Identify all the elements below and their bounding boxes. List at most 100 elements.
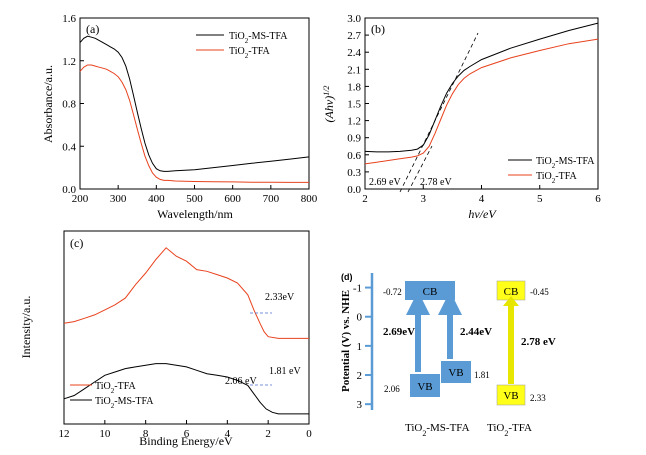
panel-c-x-tick-label: 10 bbox=[99, 428, 111, 440]
panel-b-y-tick-label: 0.3 bbox=[347, 167, 361, 179]
panel-a-x-tick-label: 200 bbox=[72, 193, 89, 205]
panel-a-y-tick-label: 0.0 bbox=[62, 184, 76, 196]
panel-c-legend-entry-2: TiO2-MS-TFA bbox=[95, 396, 154, 410]
panel-d-y-tick-label: -1 bbox=[353, 283, 362, 295]
panel-b-y-axis-label: (Ahν)1/2 bbox=[322, 86, 337, 123]
series-line-0 bbox=[364, 22, 599, 153]
panel-a-legend-entry-2: TiO2-TFA bbox=[229, 46, 271, 60]
panel-a-x-tick-label: 500 bbox=[186, 193, 203, 205]
panel-c-annotation-3: 2.06 eV bbox=[225, 376, 257, 387]
panel-b-x-ticks: 2 3 4 5 6 bbox=[362, 185, 601, 205]
panel-c-x-axis-label: Binding Energy/eV bbox=[139, 434, 233, 448]
panel-b-legend-entry-1: TiO2-MS-TFA bbox=[536, 156, 595, 170]
panel-d-vb-value-tfa: 2.33 bbox=[530, 393, 546, 403]
panel-b-annotation-2: 2.78 eV bbox=[420, 177, 452, 188]
panel-a-x-tick-label: 400 bbox=[148, 193, 165, 205]
panel-a-y-tick-label: 1.2 bbox=[62, 56, 76, 68]
panel-d-y-tick-label: 3 bbox=[357, 399, 363, 411]
panel-b-y-tick-label: 0.6 bbox=[347, 150, 361, 162]
panel-b-label: (b) bbox=[371, 22, 385, 36]
panel-d-vb-box-tfa bbox=[496, 384, 526, 406]
panel-c-x-tick-label: 12 bbox=[59, 428, 70, 440]
panel-c-x-tick-label: 4 bbox=[225, 428, 231, 440]
panel-a-legend: TiO2-MS-TFA TiO2-TFA bbox=[196, 31, 288, 60]
panel-a-series bbox=[79, 35, 310, 183]
panel-c-label: (c) bbox=[70, 236, 83, 250]
panel-c-x-tick-label: 2 bbox=[265, 428, 271, 440]
panel-d-vb-value-ms-2: 1.81 bbox=[474, 370, 490, 380]
panel-d-y-tick-label: 1 bbox=[357, 341, 363, 353]
panel-d-gap-label-3: 2.78 eV bbox=[521, 336, 556, 348]
panel-b-y-tick-label: 1.2 bbox=[347, 116, 361, 128]
panel-b-tangent-1 bbox=[399, 32, 479, 193]
panel-a-y-axis-label: Absorbance/a.u. bbox=[41, 65, 55, 143]
panel-b-y-tick-label: 1.5 bbox=[347, 99, 361, 111]
panel-b-x-tick-label: 3 bbox=[421, 193, 427, 205]
panel-b-x-tick-label: 2 bbox=[362, 193, 368, 205]
panel-d-vb-box-ms-1 bbox=[410, 374, 440, 397]
panel-b-x-tick-label: 5 bbox=[537, 193, 543, 205]
series-line-1 bbox=[79, 64, 309, 183]
series-line-0 bbox=[79, 35, 310, 172]
panel-c-legend-entry-1: TiO2-TFA bbox=[95, 381, 137, 395]
panel-b-series bbox=[364, 22, 599, 165]
panel-c-y-axis-label: Intensity/a.u. bbox=[19, 296, 33, 359]
panel-d-cb-label-ms: CB bbox=[423, 286, 438, 298]
series-line-1 bbox=[63, 363, 309, 415]
panel-d-vb-label-tfa: VB bbox=[503, 390, 518, 402]
panel-b-y-tick-label: 0.0 bbox=[347, 184, 361, 196]
panel-c-legend: TiO2-TFA TiO2-MS-TFA bbox=[70, 381, 154, 410]
panel-d-vb-value-ms-1: 2.06 bbox=[384, 384, 400, 394]
panel-c: (c) 12 10 8 6 4 2 0 2.33eV 1.81 eV 2.06 eV Bin… bbox=[19, 230, 312, 448]
panel-a-x-tick-label: 600 bbox=[224, 193, 241, 205]
panel-c-x-ticks: 12 10 8 6 4 2 0 bbox=[59, 420, 312, 440]
panel-d-material-label-2: TiO2-TFA bbox=[487, 422, 532, 438]
panel-d-vb-box-ms-2 bbox=[441, 361, 471, 383]
panel-c-series bbox=[63, 247, 309, 415]
panel-b-y-tick-label: 0.9 bbox=[347, 133, 361, 145]
panel-d-label: (d) bbox=[341, 272, 353, 282]
panel-a-x-tick-label: 300 bbox=[110, 193, 127, 205]
panel-a-y-ticks: 0.0 0.4 0.8 1.2 1.6 bbox=[62, 13, 84, 196]
panel-a-legend-entry-1: TiO2-MS-TFA bbox=[229, 31, 288, 45]
panel-d-cb-value-ms: -0.72 bbox=[383, 287, 402, 297]
panel-a-x-ticks: 200 300 400 500 600 700 800 bbox=[72, 185, 318, 205]
panel-c-annotation-1: 2.33eV bbox=[265, 292, 295, 303]
series-line-1 bbox=[364, 38, 599, 165]
panel-c-x-tick-label: 6 bbox=[184, 428, 190, 440]
panel-d: (d) Potential (V) vs. NHE -1 0 1 2 3 CB VB V… bbox=[340, 272, 556, 438]
panel-a-y-tick-label: 1.6 bbox=[62, 13, 76, 25]
panel-d-gap-arrowhead-3 bbox=[503, 296, 519, 306]
panel-a-frame bbox=[79, 17, 310, 190]
panel-a-y-tick-label: 0.4 bbox=[62, 141, 76, 153]
panel-c-x-tick-label: 0 bbox=[306, 428, 312, 440]
panel-a-x-tick-label: 800 bbox=[301, 193, 318, 205]
panel-d-y-tick-label: 2 bbox=[357, 370, 363, 382]
panel-b-x-axis-label: hν/eV bbox=[468, 207, 497, 221]
panel-d-cb-value-tfa: -0.45 bbox=[530, 287, 549, 297]
panel-d-y-ticks: -1 0 1 2 3 bbox=[353, 283, 372, 411]
panel-b-y-ticks: 0.0 0.3 0.6 0.9 1.2 1.5 1.8 2.1 2.4 2.7 3.0 bbox=[347, 13, 369, 196]
panel-b-annotation-1: 2.69 eV bbox=[369, 177, 401, 188]
panel-d-vb-label-ms-1: VB bbox=[417, 381, 432, 393]
panel-d-y-axis-label: Potential (V) vs. NHE bbox=[340, 290, 352, 392]
series-line-0 bbox=[63, 247, 309, 339]
panel-b: (b) 2 3 4 5 6 0.0 0.3 0.6 0.9 1.2 1.5 1.8 2.1 2.4 2.7… bbox=[322, 13, 602, 221]
panel-b-y-tick-label: 2.7 bbox=[347, 30, 361, 42]
panel-a-x-tick-label: 700 bbox=[263, 193, 280, 205]
panel-b-y-tick-label: 1.8 bbox=[347, 81, 361, 93]
panel-a: (a) 200 300 400 500 600 700 800 0.0 0.4 0.8 1.2 1.… bbox=[41, 13, 318, 221]
panel-c-x-tick-label: 8 bbox=[143, 428, 149, 440]
panel-d-material-label-1: TiO2-MS-TFA bbox=[405, 422, 470, 438]
panel-b-legend-entry-2: TiO2-TFA bbox=[536, 171, 578, 185]
panel-b-y-tick-label: 2.4 bbox=[347, 47, 361, 59]
panel-a-x-axis-label: Wavelength/nm bbox=[157, 207, 233, 221]
panel-c-annotation-2: 1.81 eV bbox=[269, 366, 301, 377]
panel-d-gap-label-2: 2.44eV bbox=[460, 326, 492, 338]
panel-d-y-tick-label: 0 bbox=[357, 312, 363, 324]
panel-d-cb-label-tfa: CB bbox=[504, 286, 519, 298]
panel-d-vb-label-ms-2: VB bbox=[448, 367, 463, 379]
panel-b-y-tick-label: 2.1 bbox=[347, 64, 361, 76]
panel-b-x-tick-label: 6 bbox=[595, 193, 601, 205]
